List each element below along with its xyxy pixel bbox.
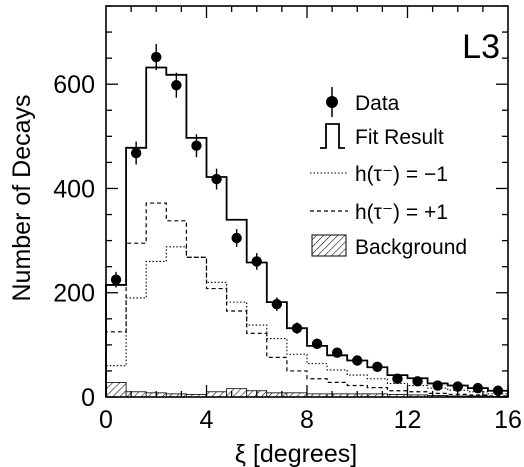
x-tick-label: 4 xyxy=(200,406,214,434)
legend-label-data: Data xyxy=(355,92,400,115)
legend-fit-symbol xyxy=(320,123,345,149)
data-point xyxy=(472,382,484,394)
legend-data-symbol xyxy=(326,96,338,108)
legend-label-bg: Background xyxy=(355,236,467,259)
data-point xyxy=(231,232,242,244)
data-point xyxy=(392,373,403,384)
series-fit-result xyxy=(105,66,509,397)
legend: Data Fit Result h(τ⁻) = −1 h(τ⁻) = +1 Backgr… xyxy=(310,87,467,259)
series-layer xyxy=(105,66,509,397)
data-point xyxy=(291,322,303,334)
data-points-layer xyxy=(110,44,504,396)
data-point xyxy=(412,376,423,387)
y-tick-label: 400 xyxy=(53,175,95,203)
x-tick-label: 12 xyxy=(394,406,422,434)
x-axis-label: ξ [degrees] xyxy=(235,440,357,467)
data-point xyxy=(151,51,162,63)
data-point xyxy=(271,299,283,310)
data-point xyxy=(492,385,504,396)
data-point xyxy=(110,274,122,285)
data-point xyxy=(311,338,323,350)
x-tick-label: 16 xyxy=(494,406,522,434)
x-tick-label: 0 xyxy=(99,406,113,434)
legend-label-fit: Fit Result xyxy=(355,126,444,149)
data-point xyxy=(432,380,443,391)
y-tick-label: 0 xyxy=(81,384,95,412)
legend-label-plus: h(τ⁻) = +1 xyxy=(355,201,448,224)
data-point xyxy=(352,355,363,366)
y-axis-label: Number of Decays xyxy=(8,94,36,301)
data-point xyxy=(331,347,343,358)
y-tick-label: 200 xyxy=(53,280,95,308)
data-point xyxy=(130,147,142,159)
background-bar xyxy=(105,382,127,398)
experiment-label: L3 xyxy=(462,28,500,66)
series-h-minus-1 xyxy=(105,246,509,397)
background-bar xyxy=(226,388,248,398)
data-point xyxy=(251,256,262,267)
legend-label-minus: h(τ⁻) = −1 xyxy=(355,163,448,186)
x-tick-label: 8 xyxy=(300,406,314,434)
axis-ticks: 0 4 8 12 16 0 200 400 600 xyxy=(53,5,522,434)
data-point xyxy=(191,140,202,151)
data-point xyxy=(171,80,182,91)
data-point xyxy=(372,361,383,372)
data-point xyxy=(452,381,463,392)
legend-background-symbol xyxy=(311,234,347,257)
data-point xyxy=(211,173,222,185)
y-tick-label: 600 xyxy=(53,71,95,99)
series-h-plus-1 xyxy=(105,202,509,397)
